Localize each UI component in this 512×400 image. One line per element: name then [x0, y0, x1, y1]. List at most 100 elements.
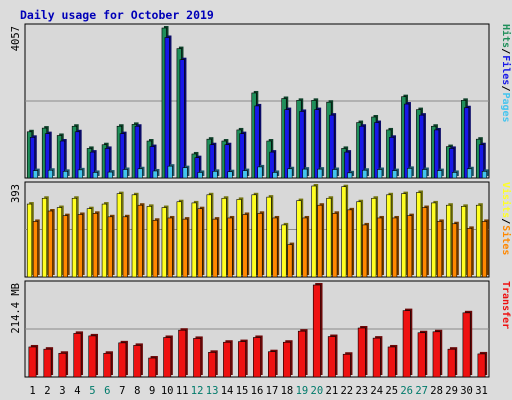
legend-files: Files — [500, 55, 512, 85]
bar-transfer-22-face — [342, 353, 351, 378]
panel-transfer: 214.4 MB Transfer — [10, 280, 511, 378]
bar-files-11 — [179, 57, 187, 179]
bar-pages-13 — [212, 169, 220, 179]
bar-pages-23-face — [362, 169, 368, 179]
legend-separator: / — [500, 48, 511, 54]
bar-visits-15-face — [236, 199, 242, 278]
bar-files-26-face — [404, 103, 410, 179]
bar-sites-27 — [422, 205, 429, 278]
bar-visits-8-face — [131, 194, 137, 278]
bar-files-22 — [344, 150, 352, 179]
bar-visits-31 — [475, 203, 483, 278]
x-tick-label-31: 31 — [475, 385, 488, 397]
bar-visits-21 — [326, 196, 334, 278]
bar-files-20-face — [314, 109, 320, 179]
bar-visits-7-face — [116, 193, 122, 278]
bar-pages-22-face — [347, 172, 353, 179]
bar-transfer-14 — [223, 340, 233, 378]
bar-visits-9 — [146, 204, 154, 278]
bar-visits-23 — [356, 199, 364, 278]
bar-sites-26-face — [407, 215, 413, 278]
bar-sites-1-face — [32, 221, 39, 278]
bar-sites-1 — [32, 219, 40, 278]
bar-files-25 — [389, 135, 396, 179]
bar-transfer-22 — [342, 352, 353, 378]
series-pages — [32, 164, 489, 179]
bar-files-11-face — [179, 59, 185, 179]
bar-files-6-face — [104, 148, 110, 179]
bar-pages-22 — [347, 170, 355, 179]
bar-visits-13-face — [206, 194, 212, 278]
bar-transfer-15 — [238, 339, 248, 378]
bar-transfer-9 — [148, 356, 158, 378]
bar-sites-13 — [212, 217, 220, 278]
legend-hits-files-pages: Hits/Files/Pages — [500, 24, 512, 123]
bar-transfer-2-face — [43, 348, 52, 378]
legend-transfer: Transfer — [500, 281, 511, 329]
bar-pages-31 — [481, 169, 489, 179]
bar-visits-14 — [221, 196, 229, 278]
bar-visits-20 — [311, 184, 319, 278]
legend-visits: Visits — [500, 182, 512, 218]
bar-sites-2 — [47, 209, 55, 278]
bar-transfer-26 — [402, 308, 413, 378]
bar-visits-24-face — [371, 197, 377, 278]
bar-pages-27 — [422, 167, 429, 179]
bar-sites-2-face — [47, 210, 53, 278]
bar-pages-9 — [152, 168, 160, 179]
bar-pages-29-face — [451, 172, 458, 179]
bar-pages-4-face — [77, 169, 83, 179]
bar-pages-9-face — [152, 170, 158, 179]
bar-pages-26-face — [407, 168, 413, 179]
x-tick-label-9: 9 — [149, 385, 155, 397]
bar-files-9 — [149, 144, 157, 179]
bar-visits-4-face — [71, 197, 78, 278]
bar-visits-19 — [296, 198, 304, 278]
bar-visits-13 — [206, 192, 214, 278]
bar-visits-7 — [116, 191, 124, 278]
bar-sites-4 — [77, 212, 85, 278]
bar-sites-5 — [92, 211, 100, 278]
bar-sites-24-face — [377, 217, 383, 278]
bar-files-10-face — [164, 37, 170, 179]
bar-pages-24-face — [377, 169, 383, 179]
bar-pages-6-face — [107, 171, 113, 179]
x-tick-label-2: 2 — [44, 385, 50, 397]
bar-sites-29-face — [451, 223, 458, 278]
bar-pages-18-face — [287, 168, 293, 179]
bar-transfer-17 — [268, 349, 278, 378]
bar-visits-10-face — [161, 207, 167, 278]
bar-visits-26-face — [401, 193, 407, 278]
bar-pages-19 — [302, 167, 310, 179]
bar-transfer-17-face — [268, 351, 276, 378]
bar-sites-10 — [167, 215, 175, 278]
series-sites — [32, 203, 489, 278]
x-tick-label-3: 3 — [59, 385, 65, 397]
bar-visits-30 — [461, 204, 468, 278]
bar-files-31-face — [478, 144, 485, 179]
bar-sites-21 — [332, 211, 340, 278]
bar-transfer-21-face — [327, 336, 336, 378]
bar-pages-8 — [137, 166, 145, 179]
bar-pages-6 — [107, 170, 115, 179]
x-tick-label-22: 22 — [340, 385, 353, 397]
bar-sites-23 — [362, 222, 370, 278]
bar-visits-12-face — [191, 202, 197, 278]
bar-transfer-27 — [417, 330, 428, 378]
bar-files-19-face — [299, 111, 305, 179]
bar-pages-3-face — [62, 171, 68, 179]
bar-transfer-29-face — [447, 348, 456, 378]
bar-pages-25 — [392, 168, 399, 179]
bar-sites-9-face — [152, 219, 158, 278]
bar-sites-27-face — [422, 207, 428, 278]
bar-sites-16 — [257, 211, 265, 278]
bar-sites-7 — [122, 214, 130, 278]
bar-visits-5 — [86, 206, 94, 278]
bar-sites-12-face — [197, 208, 203, 278]
bar-files-25-face — [389, 137, 395, 179]
bar-transfer-16 — [253, 335, 263, 378]
panel-hits-files-pages: 4057 Hits/Files/Pages — [10, 23, 512, 179]
bar-files-3-face — [59, 140, 65, 179]
